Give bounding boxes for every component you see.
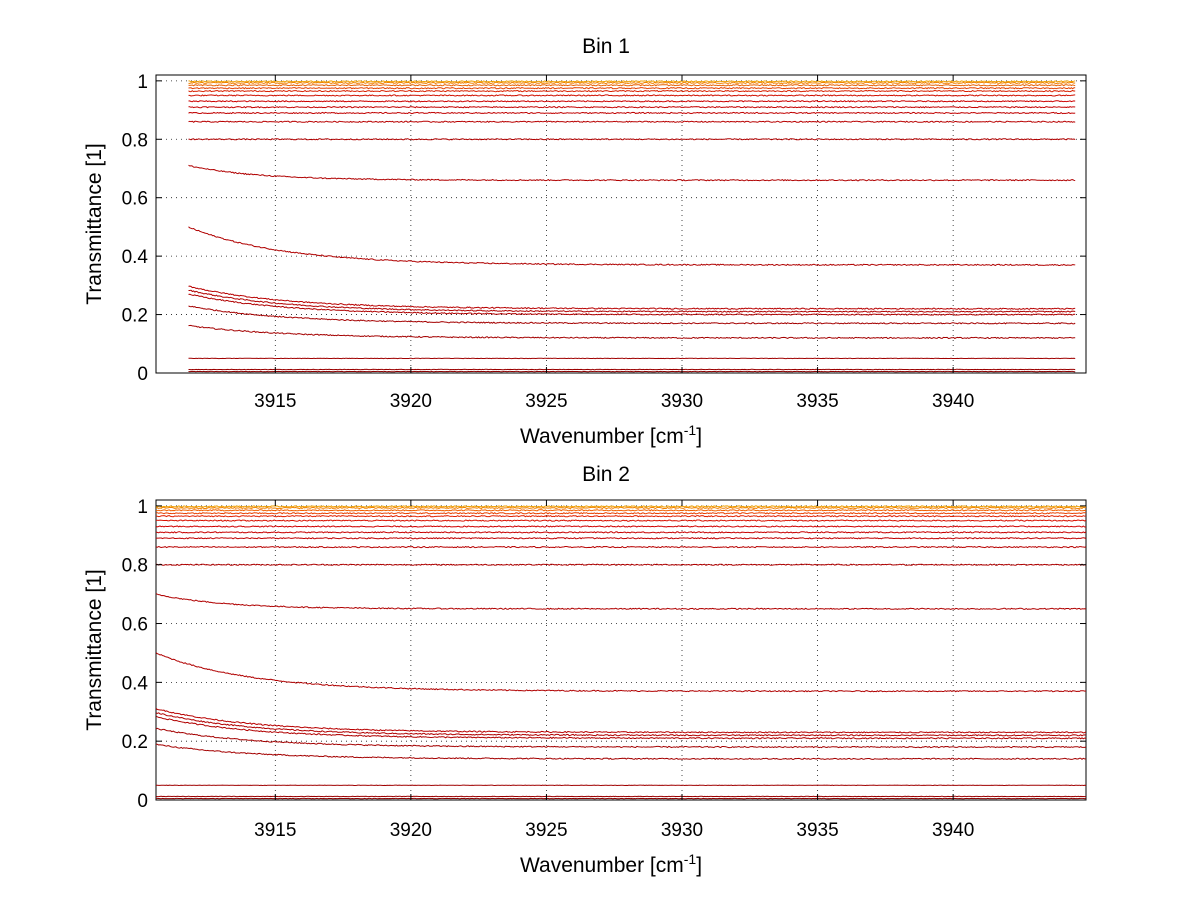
series-line [156, 537, 1086, 540]
plot-area [155, 74, 1087, 374]
series-line [156, 712, 1086, 737]
plot-area [155, 499, 1087, 801]
chart-panel-1: 3915 3920 3925 3930 3935 3940 0 0.2 0.4 0.6 0.8 1 Bi… [83, 35, 1087, 448]
y-tick-label: 0.4 [122, 247, 149, 268]
series-line [188, 111, 1076, 115]
series-line [156, 707, 1086, 734]
series-line [156, 743, 1086, 760]
series-line [188, 293, 1076, 316]
series-line [188, 324, 1076, 339]
y-axis-label: Transmittance [1] [83, 569, 106, 730]
series-line [188, 100, 1076, 103]
y-tick-label: 0.6 [122, 189, 148, 210]
series-line [188, 90, 1076, 93]
series-line [188, 94, 1076, 97]
y-tick-label: 0.8 [122, 130, 148, 151]
series-line [156, 531, 1086, 534]
series-line [188, 285, 1076, 310]
y-tick-label: 0.2 [122, 306, 148, 327]
x-tick-label: 3935 [796, 820, 838, 841]
series-line [156, 593, 1086, 610]
x-axis-label: Wavenumber [cm-1] [520, 422, 702, 448]
y-tick-label: 0.2 [122, 732, 148, 753]
series-line [188, 81, 1076, 84]
series-line [188, 138, 1076, 141]
y-tick-label: 0.8 [122, 556, 148, 577]
series-line [156, 546, 1086, 549]
series-line [156, 525, 1086, 528]
series-line [188, 305, 1076, 325]
series-line [188, 289, 1076, 313]
y-tick-label: 0.6 [122, 615, 148, 636]
y-tick-label: 0 [137, 791, 148, 812]
y-tick-label: 1 [137, 497, 148, 518]
series-group [156, 505, 1086, 800]
x-tick-label: 3920 [390, 820, 432, 841]
x-tick-label: 3915 [254, 820, 296, 841]
x-tick-label: 3915 [254, 391, 296, 412]
series-line [188, 84, 1076, 87]
series-line [188, 80, 1076, 83]
series-line [156, 505, 1086, 508]
y-tick-label: 0.4 [122, 673, 149, 694]
series-line [188, 120, 1076, 123]
x-axis-label: Wavenumber [cm-1] [520, 851, 702, 877]
series-line [156, 563, 1086, 566]
y-axis-label: Transmittance [1] [83, 143, 106, 304]
series-line [156, 509, 1086, 512]
series-line [188, 106, 1076, 109]
series-line [188, 226, 1076, 266]
series-line [156, 515, 1086, 518]
x-tick-label: 3930 [661, 391, 703, 412]
series-line [188, 87, 1076, 90]
series-line [156, 715, 1086, 740]
series-line [188, 164, 1076, 182]
chart-title: Bin 2 [582, 463, 630, 486]
y-tick-label: 0 [137, 364, 148, 385]
x-tick-label: 3940 [932, 391, 974, 412]
x-tick-label: 3925 [525, 391, 567, 412]
x-tick-label: 3930 [661, 820, 703, 841]
series-line [156, 512, 1086, 515]
series-line [156, 652, 1086, 693]
x-tick-label: 3925 [525, 820, 567, 841]
x-tick-label: 3940 [932, 820, 974, 841]
x-tick-label: 3920 [390, 391, 432, 412]
y-tick-label: 1 [137, 72, 148, 93]
series-line [156, 506, 1086, 509]
chart-panel-2: 3915 3920 3925 3930 3935 3940 0 0.2 0.4 0.6 0.8 1 Bi… [83, 463, 1087, 877]
x-tick-label: 3935 [796, 391, 838, 412]
series-line [156, 727, 1086, 749]
chart-title: Bin 1 [582, 35, 630, 58]
series-group [188, 80, 1076, 373]
series-line [156, 519, 1086, 522]
